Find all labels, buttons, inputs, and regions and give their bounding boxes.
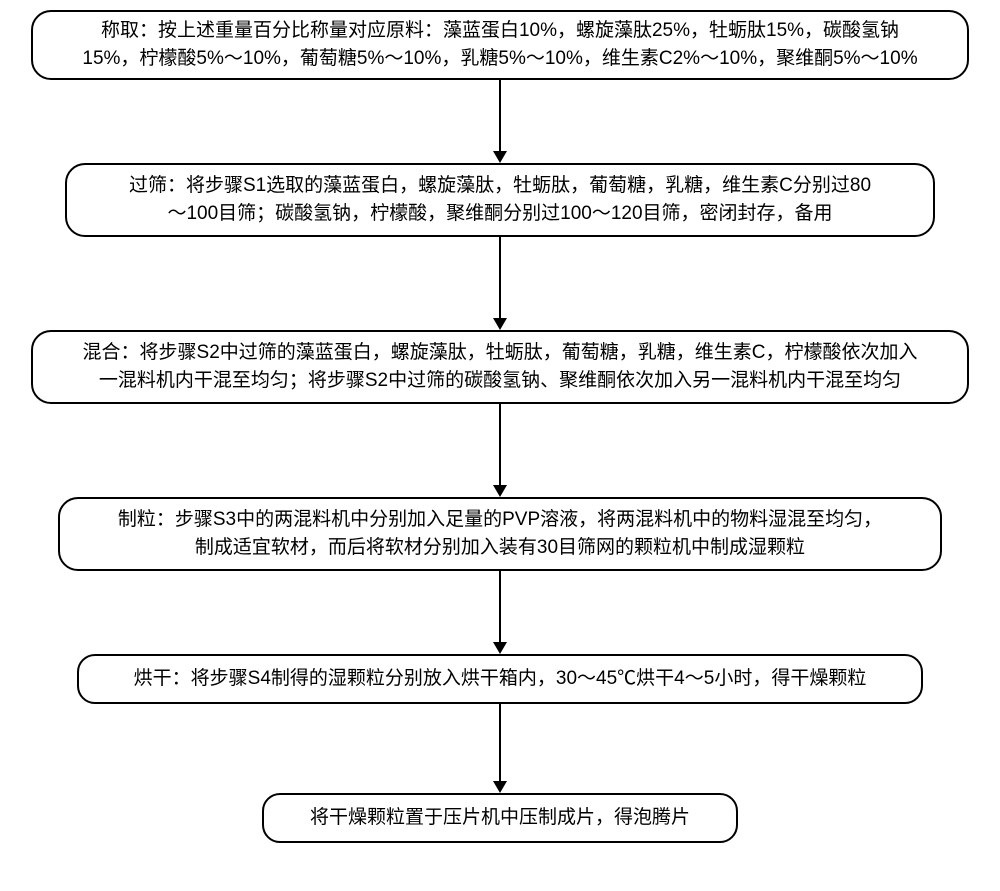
node-text-line: 制粒：步骤S3中的两混料机中分别加入足量的PVP溶液，将两混料机中的物料湿混至均… [118, 506, 882, 535]
arrow-head-icon [493, 151, 507, 163]
arrow [493, 237, 507, 330]
node-sieve: 过筛：将步骤S1选取的藻蓝蛋白，螺旋藻肽，牡蛎肽，葡萄糖，乳糖，维生素C分别过8… [65, 163, 935, 237]
arrow [493, 571, 507, 654]
arrow [493, 404, 507, 497]
node-text-line: 过筛：将步骤S1选取的藻蓝蛋白，螺旋藻肽，牡蛎肽，葡萄糖，乳糖，维生素C分别过8… [129, 172, 871, 201]
node-text-line: 将干燥颗粒置于压片机中压制成片，得泡腾片 [310, 804, 690, 833]
arrow-shaft [499, 571, 501, 643]
arrow-head-icon [493, 781, 507, 793]
arrow [493, 80, 507, 163]
node-text-line: 混合：将步骤S2中过筛的藻蓝蛋白，螺旋藻肽，牡蛎肽，葡萄糖，乳糖，维生素C，柠檬… [83, 339, 918, 368]
node-granulate: 制粒：步骤S3中的两混料机中分别加入足量的PVP溶液，将两混料机中的物料湿混至均… [58, 497, 942, 571]
arrow-shaft [499, 704, 501, 782]
node-dry: 烘干：将步骤S4制得的湿颗粒分别放入烘干箱内，30～45℃烘干4～5小时，得干燥… [77, 654, 923, 704]
arrow-shaft [499, 237, 501, 319]
node-text-line: ～100目筛；碳酸氢钠，柠檬酸，聚维酮分别过100～120目筛，密闭封存，备用 [167, 200, 832, 229]
node-text-line: 制成适宜软材，而后将软材分别加入装有30目筛网的颗粒机中制成湿颗粒 [195, 534, 805, 563]
arrow-shaft [499, 80, 501, 152]
node-text-line: 一混料机内干混至均匀；将步骤S2中过筛的碳酸氢钠、聚维酮依次加入另一混料机内干混… [99, 367, 901, 396]
node-text-line: 烘干：将步骤S4制得的湿颗粒分别放入烘干箱内，30～45℃烘干4～5小时，得干燥… [134, 665, 867, 694]
node-press: 将干燥颗粒置于压片机中压制成片，得泡腾片 [262, 793, 738, 843]
node-weigh: 称取：按上述重量百分比称量对应原料：藻蓝蛋白10%，螺旋藻肽25%，牡蛎肽15%… [31, 10, 969, 80]
flowchart: 称取：按上述重量百分比称量对应原料：藻蓝蛋白10%，螺旋藻肽25%，牡蛎肽15%… [0, 0, 1000, 843]
arrow-head-icon [493, 318, 507, 330]
arrow-shaft [499, 404, 501, 486]
node-text-line: 称取：按上述重量百分比称量对应原料：藻蓝蛋白10%，螺旋藻肽25%，牡蛎肽15%… [101, 17, 899, 46]
arrow-head-icon [493, 642, 507, 654]
arrow [493, 704, 507, 793]
node-mix: 混合：将步骤S2中过筛的藻蓝蛋白，螺旋藻肽，牡蛎肽，葡萄糖，乳糖，维生素C，柠檬… [31, 330, 969, 404]
node-text-line: 15%，柠檬酸5%～10%，葡萄糖5%～10%，乳糖5%～10%，维生素C2%～… [82, 45, 917, 74]
arrow-head-icon [493, 485, 507, 497]
